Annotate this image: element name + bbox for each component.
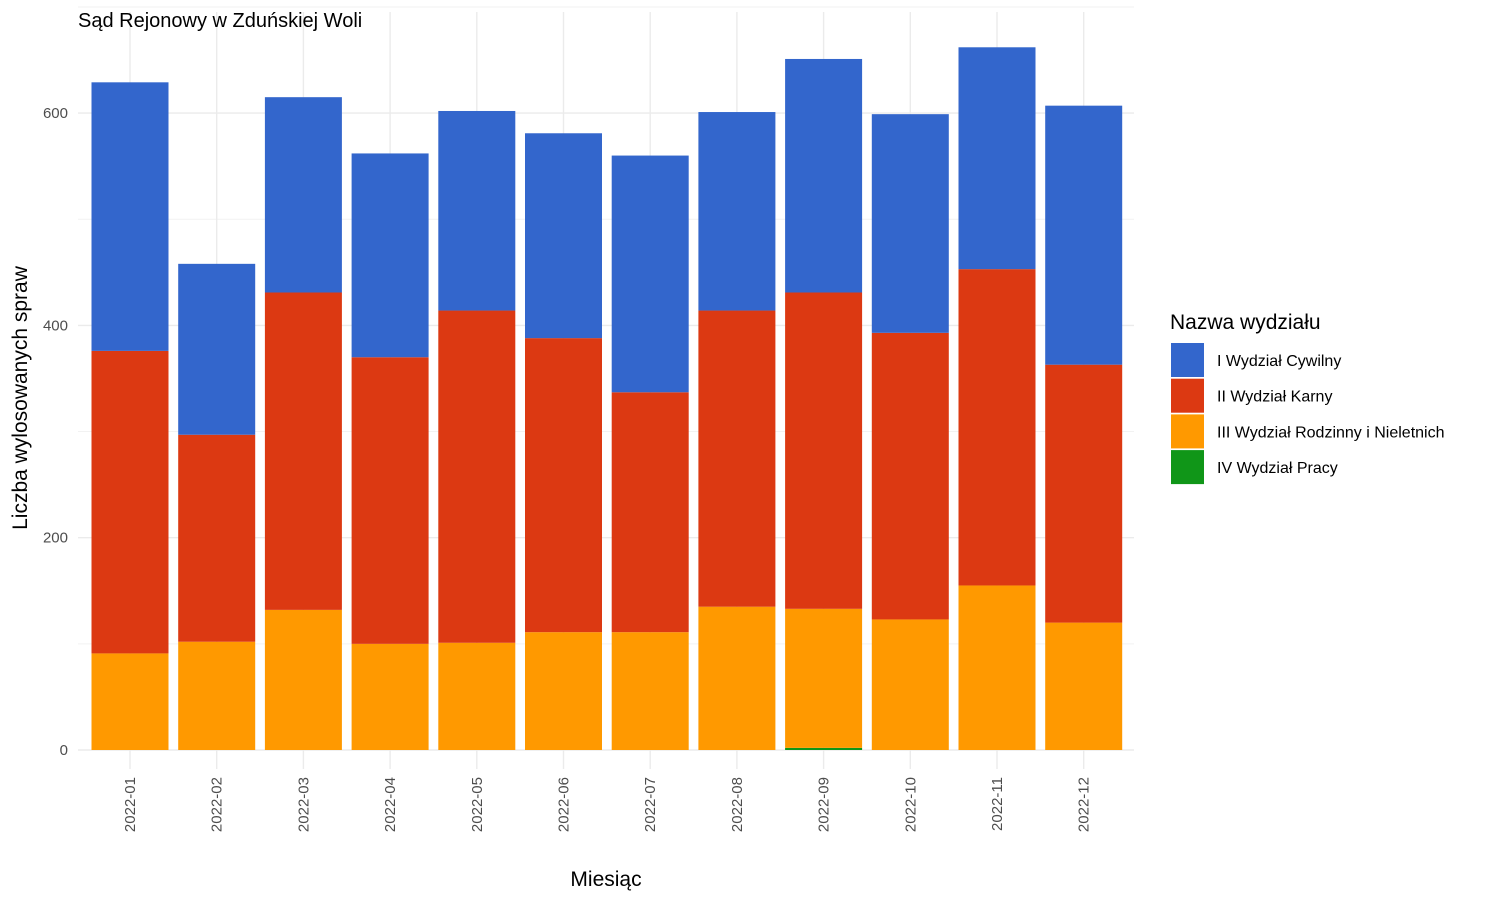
bar-segment: [91, 82, 169, 351]
legend-title: Nazwa wydziału: [1170, 311, 1321, 334]
bar-segment: [785, 747, 863, 750]
y-tick-label: 400: [43, 317, 68, 334]
bar-segment: [958, 585, 1036, 750]
x-tick-label: 2022-03: [295, 777, 312, 832]
bar-segment: [351, 153, 429, 358]
bar-segment: [611, 155, 689, 393]
bar-segment: [525, 133, 602, 339]
legend: Nazwa wydziału I Wydział Cywilny II Wydzi…: [1170, 311, 1445, 485]
bar-segment: [438, 642, 516, 750]
bar-segment: [438, 110, 516, 311]
legend-key: [1171, 414, 1204, 449]
x-tick-label: 2022-06: [556, 777, 573, 832]
bar-segment: [871, 114, 949, 333]
legend-label: II Wydział Karny: [1217, 389, 1332, 406]
legend-label: I Wydział Cywilny: [1217, 353, 1341, 370]
bar-segment: [611, 632, 689, 750]
y-tick-label: 600: [43, 105, 68, 122]
x-tick-label: 2022-10: [902, 777, 919, 832]
bar-segment: [611, 392, 689, 633]
bar-segment: [785, 608, 863, 748]
bar-segment: [264, 97, 342, 293]
y-tick-label: 0: [60, 742, 68, 759]
bar-segment: [178, 641, 256, 750]
bar-segment: [91, 653, 169, 750]
legend-label: IV Wydział Pracy: [1217, 460, 1338, 477]
bar-segment: [525, 632, 602, 750]
chart-title: Sąd Rejonowy w Zduńskiej Woli: [78, 10, 362, 32]
bar-segment: [264, 292, 342, 610]
y-tick-label: 200: [43, 530, 68, 547]
bar-segment: [1045, 105, 1123, 365]
legend-key: [1171, 450, 1204, 485]
bar-segment: [871, 619, 949, 750]
x-tick-label: 2022-11: [989, 777, 1006, 831]
bar-segment: [91, 350, 169, 654]
y-axis-ticks: 0 200 400 600: [43, 105, 68, 759]
bar-segment: [351, 643, 429, 750]
x-tick-label: 2022-07: [642, 777, 659, 832]
y-axis-title: Liczba wylosowanych spraw: [9, 265, 32, 530]
bar-segment: [785, 292, 863, 609]
legend-label: III Wydział Rodzinny i Nieletnich: [1217, 424, 1445, 441]
x-tick-label: 2022-02: [209, 777, 226, 832]
legend-key: [1171, 378, 1204, 413]
x-tick-label: 2022-08: [729, 777, 746, 832]
bar-segment: [785, 58, 863, 293]
bar-segment: [698, 606, 776, 750]
bar-segment: [438, 310, 516, 643]
bar-segment: [871, 332, 949, 620]
x-axis-title: Miesiąc: [570, 868, 641, 891]
bar-segment: [1045, 622, 1123, 750]
bars: [91, 47, 1123, 750]
x-tick-label: 2022-12: [1076, 777, 1093, 832]
x-tick-label: 2022-05: [469, 777, 486, 832]
bar-segment: [1045, 364, 1123, 623]
x-axis-ticks: 2022-01 2022-02 2022-03 2022-04 2022-05 2022-…: [122, 777, 1093, 832]
bar-segment: [958, 47, 1036, 270]
bar-segment: [698, 310, 776, 607]
legend-key: [1171, 343, 1204, 377]
x-tick-label: 2022-04: [382, 777, 399, 832]
x-tick-label: 2022-01: [122, 777, 139, 832]
bar-segment: [525, 338, 602, 633]
legend-items: I Wydział Cywilny II Wydział Karny III Wyd…: [1171, 343, 1445, 485]
bar-segment: [178, 434, 256, 642]
bar-segment: [178, 263, 256, 435]
bar-segment: [698, 112, 776, 311]
bar-segment: [958, 269, 1036, 586]
bar-segment: [264, 609, 342, 750]
bar-segment: [351, 357, 429, 644]
x-tick-label: 2022-09: [816, 777, 833, 832]
